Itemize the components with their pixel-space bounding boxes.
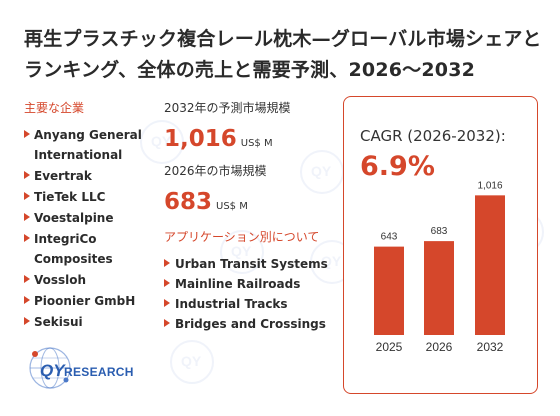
globe-icon <box>29 347 71 389</box>
bullet-triangle-icon <box>24 296 30 304</box>
key-players-label: 主要な企業 <box>24 101 85 115</box>
applications-label: アプリケーション別について <box>164 230 320 244</box>
current-label: 2026年の市場規模 <box>164 164 267 178</box>
market-size-bar-chart: 643 2025 683 2026 1,016 2032 <box>374 180 505 354</box>
category-tick-label: 2032 <box>477 340 504 354</box>
bar-value-label: 643 <box>381 232 398 243</box>
bar-value-label: 1,016 <box>477 180 502 191</box>
forecast-unit: US$ M <box>240 138 273 149</box>
forecast-label: 2032年の予測市場規模 <box>164 101 291 115</box>
bullet-triangle-icon <box>24 213 30 221</box>
bullet-triangle-icon <box>164 319 170 327</box>
bullet-triangle-icon <box>164 299 170 307</box>
cagr-panel: CAGR (2026-2032): 6.9% 643 2025 683 2026 1,0… <box>343 96 538 394</box>
application-name: Industrial Tracks <box>175 297 288 311</box>
bullet-triangle-icon <box>24 130 30 138</box>
player-item: Anyang General International <box>24 125 156 165</box>
market-size-section: 2032年の予測市場規模 1,016 US$ M 2026年の市場規模 683 US… <box>164 100 344 334</box>
logo-qy-text: QY <box>40 361 65 380</box>
bullet-triangle-icon <box>24 317 30 325</box>
player-item: Voestalpine <box>24 208 156 228</box>
player-name: Sekisui <box>34 315 83 329</box>
player-name: Vossloh <box>34 273 87 287</box>
forecast-value: 1,016 <box>164 126 237 152</box>
bullet-triangle-icon <box>164 259 170 267</box>
bar-value-label: 683 <box>431 226 448 237</box>
category-tick-label: 2025 <box>376 340 403 354</box>
current-value: 683 <box>164 189 213 215</box>
bullet-triangle-icon <box>24 275 30 283</box>
player-name: TieTek LLC <box>34 190 106 204</box>
bullet-triangle-icon <box>24 234 30 242</box>
cagr-value: 6.9% <box>360 151 435 182</box>
application-name: Bridges and Crossings <box>175 317 326 331</box>
player-item: Evertrak <box>24 166 156 186</box>
player-item: Vossloh <box>24 270 156 290</box>
application-item: Bridges and Crossings <box>164 314 344 334</box>
player-item: Sekisui <box>24 312 156 332</box>
watermark-logo <box>140 120 184 164</box>
current-value-row: 683 US$ M <box>164 187 344 217</box>
qyresearch-logo: QY RESEARCH <box>24 340 174 400</box>
category-tick-label: 2026 <box>426 340 453 354</box>
player-item: TieTek LLC <box>24 187 156 207</box>
application-item: Mainline Railroads <box>164 274 344 294</box>
bullet-triangle-icon <box>24 171 30 179</box>
application-item: Industrial Tracks <box>164 294 344 314</box>
bullet-triangle-icon <box>24 192 30 200</box>
player-name: Anyang General International <box>34 128 142 162</box>
player-item: Pioonier GmbH <box>24 291 156 311</box>
logo-research-text: RESEARCH <box>64 365 134 379</box>
cagr-label: CAGR (2026-2032): <box>360 127 506 145</box>
key-players-section: 主要な企業 Anyang General International Evert… <box>24 100 156 333</box>
player-name: IntegriCo Composites <box>34 232 113 266</box>
player-item: IntegriCo Composites <box>24 229 156 269</box>
player-name: Evertrak <box>34 169 92 183</box>
application-name: Urban Transit Systems <box>175 257 328 271</box>
player-name: Voestalpine <box>34 211 114 225</box>
bar-2032 <box>475 195 505 335</box>
application-item: Urban Transit Systems <box>164 254 344 274</box>
current-unit: US$ M <box>216 201 248 212</box>
application-name: Mainline Railroads <box>175 277 301 291</box>
bar-2025 <box>374 246 404 335</box>
player-name: Pioonier GmbH <box>34 294 136 308</box>
page-title: 再生プラスチック複合レール枕木—グローバル市場シェアとランキング、全体の売上と需… <box>24 28 542 81</box>
bullet-triangle-icon <box>164 279 170 287</box>
watermark-logo <box>170 340 214 384</box>
bar-2026 <box>424 241 454 335</box>
watermark-logo <box>220 230 264 274</box>
forecast-value-row: 1,016 US$ M <box>164 124 344 154</box>
